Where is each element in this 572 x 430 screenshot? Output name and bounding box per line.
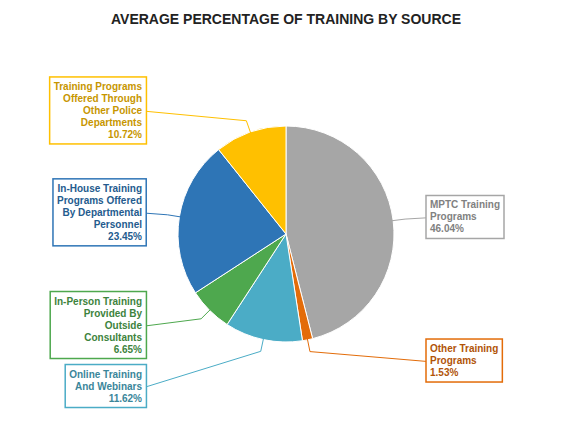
label-line: By Departmental [63, 207, 143, 218]
label-line: In-Person Training [54, 296, 142, 307]
label-line: 1.53% [430, 367, 458, 378]
label-text: Other TrainingPrograms1.53% [430, 343, 498, 378]
label-line: Outside [105, 320, 143, 331]
label-line: Other Training [430, 343, 498, 354]
label-box [50, 77, 147, 144]
title: AVERAGE PERCENTAGE OF TRAINING BY SOURCE [111, 11, 461, 27]
label-text: MPTC TrainingPrograms46.04% [430, 199, 500, 234]
slice-label: Other TrainingPrograms1.53% [426, 339, 502, 382]
leader-line [390, 218, 426, 221]
label-text: Training ProgramsOffered ThroughOther Po… [54, 81, 143, 140]
label-line: Offered Through [63, 93, 142, 104]
chart: AVERAGE PERCENTAGE OF TRAINING BY SOURCE… [0, 0, 572, 430]
label-line: 46.04% [430, 223, 464, 234]
label-line: Other Police [83, 105, 142, 116]
label-line: 6.65% [114, 344, 142, 355]
label-line: Programs [430, 355, 477, 366]
label-line: Personnel [94, 219, 143, 230]
label-text: In-House TrainingPrograms OfferedBy Depa… [57, 183, 142, 242]
label-line: Online Training [69, 369, 142, 380]
leader-line [307, 337, 426, 362]
label-line: Departments [81, 117, 143, 128]
label-box [65, 365, 146, 408]
label-line: MPTC Training [430, 199, 500, 210]
slice-label: In-Person TrainingProvided ByOutsideCons… [50, 292, 146, 359]
label-box [53, 179, 146, 246]
label-line: Provided By [84, 308, 143, 319]
label-box [426, 195, 504, 238]
label-line: Programs [430, 211, 477, 222]
label-line: Training Programs [54, 81, 143, 92]
label-line: Consultants [84, 332, 142, 343]
slice [219, 126, 286, 234]
label-line: Programs Offered [57, 195, 142, 206]
label-line: 10.72% [108, 129, 142, 140]
leader-line [146, 336, 264, 386]
leader-line [146, 111, 251, 135]
label-box [50, 292, 146, 359]
slice-label: Training ProgramsOffered ThroughOther Po… [50, 77, 147, 144]
pie: MPTC TrainingPrograms46.04%Other Trainin… [50, 77, 504, 408]
label-text: In-Person TrainingProvided ByOutsideCons… [54, 296, 142, 355]
slice-label: In-House TrainingPrograms OfferedBy Depa… [53, 179, 146, 246]
leader-lines [146, 111, 426, 387]
slice-label: Online TrainingAnd Webinars11.62% [65, 365, 146, 408]
leader-line [146, 213, 183, 217]
label-line: 11.62% [109, 393, 142, 404]
label-box [426, 339, 502, 382]
slice-label: MPTC TrainingPrograms46.04% [426, 195, 504, 238]
label-line: 23.45% [108, 231, 142, 242]
label-text: Online TrainingAnd Webinars11.62% [69, 369, 142, 404]
labels: MPTC TrainingPrograms46.04%Other Trainin… [50, 77, 504, 408]
label-line: In-House Training [58, 183, 142, 194]
leader-line [146, 308, 212, 326]
label-line: And Webinars [75, 381, 142, 392]
